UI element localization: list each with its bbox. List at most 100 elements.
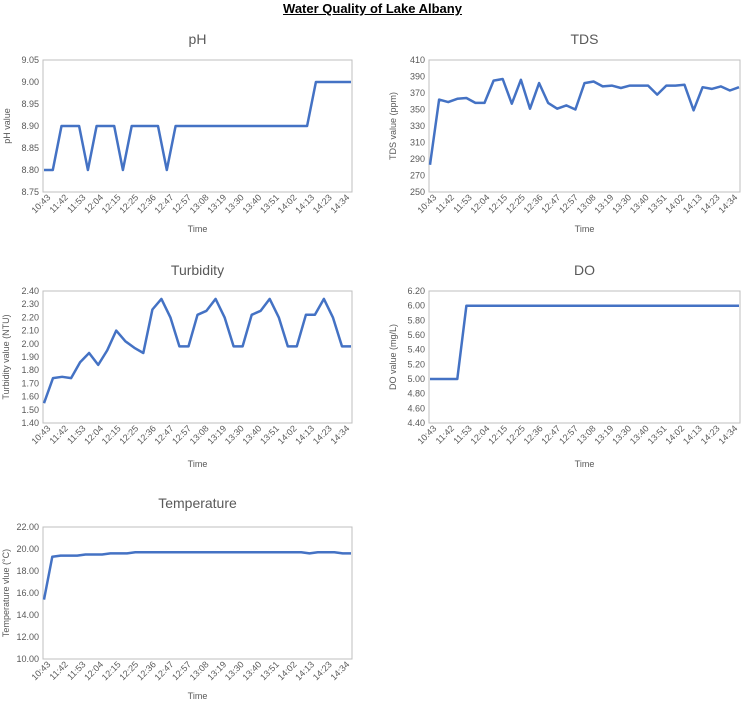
temperature-chart: Temperature 10.00 12.00 14.00 16.00 18.00 20.0… [1,495,353,701]
do-xtick-label: 12:15 [486,423,509,446]
tds-x-axis-label: Time [575,224,595,234]
temperature-xtick-label: 11:42 [47,659,70,682]
do-xtick-label: 13:08 [575,423,598,446]
do-xtick-label: 11:42 [434,423,457,446]
temperature-xtick-label: 13:30 [223,659,246,682]
do-series-line [430,304,739,381]
ph-title: pH [189,31,207,47]
turbidity-ytick-label: 1.60 [21,392,39,402]
ph-series-line [44,80,351,172]
ph-ytick-label: 8.75 [21,187,39,197]
ph-xtick-label: 12:04 [82,192,105,215]
ph-plot-area [42,59,353,193]
turbidity-xtick-label: 14:13 [293,423,316,446]
do-ytick-label: 5.20 [407,359,425,369]
temperature-xtick-label: 13:51 [258,659,281,682]
temperature-ytick-label: 18.00 [16,566,39,576]
tds-xtick-label: 11:42 [434,192,457,215]
temperature-xtick-label: 12:15 [100,659,123,682]
ph-xtick-label: 14:34 [328,192,351,215]
ph-xtick-label: 14:23 [311,192,334,215]
turbidity-x-axis-label: Time [188,459,208,469]
tds-xtick-label: 14:13 [681,192,704,215]
do-ytick-label: 6.20 [407,286,425,296]
do-y-axis-label: DO value (mg/L) [388,324,398,390]
do-ytick-label: 4.80 [407,389,425,399]
temperature-x-axis-label: Time [188,691,208,701]
turbidity-xtick-label: 13:19 [205,423,228,446]
ph-xtick-label: 13:51 [258,192,281,215]
turbidity-title: Turbidity [171,262,224,278]
temperature-xtick-label: 12:47 [153,659,176,682]
ph-xtick-label: 12:57 [170,192,193,215]
tds-ytick-label: 350 [410,105,425,115]
page-title: Water Quality of Lake Albany [283,1,462,16]
turbidity-ytick-label: 1.80 [21,365,39,375]
do-ytick-label: 4.40 [407,418,425,428]
tds-title: TDS [571,31,599,47]
do-xtick-label: 12:36 [522,423,545,446]
temperature-xtick-label: 13:40 [240,659,263,682]
turbidity-xtick-label: 14:23 [311,423,334,446]
ph-xtick-label: 14:13 [293,192,316,215]
tds-xtick-label: 12:15 [486,192,509,215]
do-ytick-label: 5.40 [407,345,425,355]
temperature-ytick-label: 14.00 [16,610,39,620]
ph-xtick-label: 13:08 [188,192,211,215]
do-chart: DO 4.40 4.60 4.80 5.00 5.20 5.40 5.60 5.80 6.00 6.… [388,262,741,469]
temperature-xtick-label: 12:04 [82,659,105,682]
temperature-xtick-label: 12:25 [117,659,140,682]
tds-xtick-label: 13:40 [628,192,651,215]
temperature-ytick-label: 20.00 [16,544,39,554]
turbidity-xtick-label: 14:34 [328,423,351,446]
tds-xtick-label: 14:02 [663,192,686,215]
turbidity-ytick-label: 2.20 [21,312,39,322]
turbidity-ytick-label: 1.90 [21,352,39,362]
turbidity-xtick-label: 14:02 [276,423,299,446]
do-xtick-label: 12:47 [539,423,562,446]
tds-plot-area [428,59,741,193]
ph-ytick-label: 8.80 [21,165,39,175]
tds-ytick-label: 410 [410,55,425,65]
turbidity-ytick-label: 2.00 [21,339,39,349]
turbidity-xtick-label: 12:15 [100,423,123,446]
ph-ytick-label: 9.00 [21,77,39,87]
temperature-xtick-label: 12:57 [170,659,193,682]
do-ytick-label: 4.60 [407,403,425,413]
ph-xtick-label: 12:15 [100,192,123,215]
tds-xtick-label: 13:30 [610,192,633,215]
tds-ytick-label: 270 [410,171,425,181]
turbidity-ytick-label: 1.70 [21,378,39,388]
tds-xtick-label: 12:04 [469,192,492,215]
temperature-series-line [42,551,351,600]
turbidity-series-line [42,297,351,404]
tds-xtick-label: 13:08 [575,192,598,215]
ph-xtick-label: 11:42 [47,192,70,215]
do-xtick-label: 13:40 [628,423,651,446]
turbidity-xtick-label: 12:25 [117,423,140,446]
do-ytick-label: 5.80 [407,315,425,325]
tds-chart: TDS25027029031033035037039041010:4311:42… [388,31,741,234]
ph-xtick-label: 12:36 [135,192,158,215]
do-xtick-label: 13:51 [646,423,669,446]
turbidity-chart: Turbidity 1.40 1.50 1.60 1.70 1.80 1.90 2.00 2.1… [1,262,353,469]
tds-xtick-label: 14:23 [699,192,722,215]
ph-xtick-label: 12:47 [153,192,176,215]
temperature-plot-area [42,526,353,660]
do-x-axis-label: Time [575,459,595,469]
temperature-y-axis-label: Temperature vlue (°C) [1,549,11,637]
turbidity-ytick-label: 1.40 [21,418,39,428]
turbidity-ytick-label: 1.50 [21,405,39,415]
do-xtick-label: 12:57 [557,423,580,446]
do-ytick-label: 6.00 [407,301,425,311]
tds-series-line [428,77,740,165]
do-xtick-label: 12:25 [504,423,527,446]
do-xtick-label: 14:34 [716,423,739,446]
turbidity-xtick-label: 12:04 [82,423,105,446]
ph-xtick-label: 12:25 [117,192,140,215]
do-title: DO [574,262,595,278]
temperature-xtick-label: 14:34 [328,659,351,682]
tds-ytick-label: 250 [410,187,425,197]
turbidity-xtick-label: 13:08 [188,423,211,446]
